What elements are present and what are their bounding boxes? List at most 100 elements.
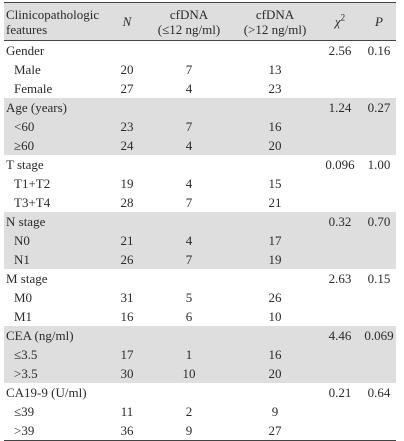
- row-p-empty: [362, 60, 396, 79]
- table-header: Clinicopathologic features N cfDNA (≤12 …: [4, 2, 396, 41]
- row-n: 28: [120, 195, 134, 210]
- row-n: 23: [108, 117, 146, 136]
- row-p-empty: [362, 288, 396, 307]
- group-high-empty: [232, 155, 318, 174]
- group-label: CEA (ng/ml): [4, 326, 108, 345]
- row-cfdna-high: 20: [232, 136, 318, 155]
- group-n-empty: [108, 155, 146, 174]
- row-cfdna-low: 4: [185, 81, 193, 96]
- row-cfdna-high: 21: [268, 195, 282, 210]
- row-label: Male: [14, 62, 41, 77]
- header-cfdna-high-top: cfDNA: [255, 6, 295, 22]
- row-cfdna-high: 26: [268, 290, 282, 305]
- group-p-value: 0.64: [367, 385, 391, 400]
- row-cfdna-high: 23: [268, 81, 282, 96]
- cfdna-clinicopathologic-table: Clinicopathologic features N cfDNA (≤12 …: [4, 2, 396, 441]
- group-label: T stage: [6, 157, 44, 172]
- group-label: Gender: [6, 43, 45, 58]
- group-n-empty: [108, 212, 146, 231]
- row-label: N1: [4, 250, 108, 269]
- group-high-empty: [232, 41, 318, 61]
- row-cfdna-low: 6: [185, 309, 193, 324]
- header-feature: Clinicopathologic features: [6, 6, 100, 37]
- row-cfdna-high: 19: [232, 250, 318, 269]
- group-chi-square: 0.21: [328, 385, 352, 400]
- row-chi-empty: [318, 117, 362, 136]
- row-cfdna-high: 9: [271, 404, 279, 419]
- row-chi-empty: [318, 421, 362, 441]
- group-low-empty: [146, 155, 232, 174]
- row-cfdna-high: 20: [232, 364, 318, 383]
- row-label: >3.5: [4, 364, 108, 383]
- group-p-value: 0.16: [367, 43, 391, 58]
- table-row: >3.5 30 10 20: [4, 364, 396, 383]
- group-p-value: 0.15: [367, 271, 391, 286]
- table-row: N0 21 4 17: [4, 231, 396, 250]
- header-chi-sup: 2: [340, 12, 346, 23]
- row-label: M0: [14, 290, 33, 305]
- table-row: Male 20 7 13: [4, 60, 396, 79]
- row-p-empty: [362, 79, 396, 98]
- row-label: T3+T4: [14, 195, 51, 210]
- row-cfdna-low: 7: [146, 117, 232, 136]
- group-n-empty: [108, 326, 146, 345]
- row-cfdna-high: 16: [232, 117, 318, 136]
- group-row: CEA (ng/ml) 4.46 0.069: [4, 326, 396, 345]
- row-chi-empty: [318, 402, 362, 421]
- row-chi-empty: [318, 79, 362, 98]
- row-p-empty: [362, 345, 396, 364]
- table-row: ≤39 11 2 9: [4, 402, 396, 421]
- group-p-value: 1.00: [367, 157, 391, 172]
- row-chi-empty: [318, 174, 362, 193]
- group-p-value: 0.27: [362, 98, 396, 117]
- row-n: 16: [120, 309, 134, 324]
- row-p-empty: [362, 136, 396, 155]
- row-label: ≤39: [14, 404, 35, 419]
- row-n: 24: [108, 136, 146, 155]
- header-cfdna-high: cfDNA (>12 ng/ml): [232, 3, 318, 41]
- row-chi-empty: [318, 364, 362, 383]
- row-p-empty: [362, 307, 396, 326]
- row-p-empty: [362, 364, 396, 383]
- row-label: ≥60: [4, 136, 108, 155]
- group-high-empty: [232, 212, 318, 231]
- row-label: Female: [14, 81, 53, 96]
- group-low-empty: [146, 383, 232, 402]
- group-p-value: 0.069: [362, 326, 396, 345]
- group-label: Age (years): [4, 98, 108, 117]
- group-low-empty: [146, 98, 232, 117]
- table-row: >39 36 9 27: [4, 421, 396, 441]
- header-p: P: [375, 14, 383, 29]
- row-chi-empty: [318, 231, 362, 250]
- row-cfdna-high: 10: [268, 309, 282, 324]
- table-row: Female 27 4 23: [4, 79, 396, 98]
- group-row: Gender 2.56 0.16: [4, 41, 396, 61]
- table-row: <60 23 7 16: [4, 117, 396, 136]
- group-low-empty: [146, 326, 232, 345]
- group-row: T stage 0.096 1.00: [4, 155, 396, 174]
- row-chi-empty: [318, 307, 362, 326]
- row-cfdna-high: 27: [268, 423, 282, 438]
- group-high-empty: [232, 98, 318, 117]
- row-n: 20: [120, 62, 134, 77]
- header-cfdna-low: cfDNA (≤12 ng/ml): [146, 3, 232, 41]
- row-cfdna-low: 2: [185, 404, 193, 419]
- row-label: >39: [14, 423, 35, 438]
- group-row: CA19-9 (U/ml) 0.21 0.64: [4, 383, 396, 402]
- group-high-empty: [232, 326, 318, 345]
- row-cfdna-low: 4: [185, 176, 193, 191]
- row-label: N0: [4, 231, 108, 250]
- row-cfdna-low: 10: [146, 364, 232, 383]
- row-cfdna-low: 1: [146, 345, 232, 364]
- row-cfdna-low: 4: [146, 231, 232, 250]
- row-n: 21: [108, 231, 146, 250]
- row-n: 17: [108, 345, 146, 364]
- header-chi-square: χ2: [318, 3, 362, 41]
- group-n-empty: [108, 98, 146, 117]
- row-cfdna-high: 13: [268, 62, 282, 77]
- row-n: 26: [108, 250, 146, 269]
- row-n: 30: [108, 364, 146, 383]
- row-p-empty: [362, 117, 396, 136]
- row-n: 11: [120, 404, 134, 419]
